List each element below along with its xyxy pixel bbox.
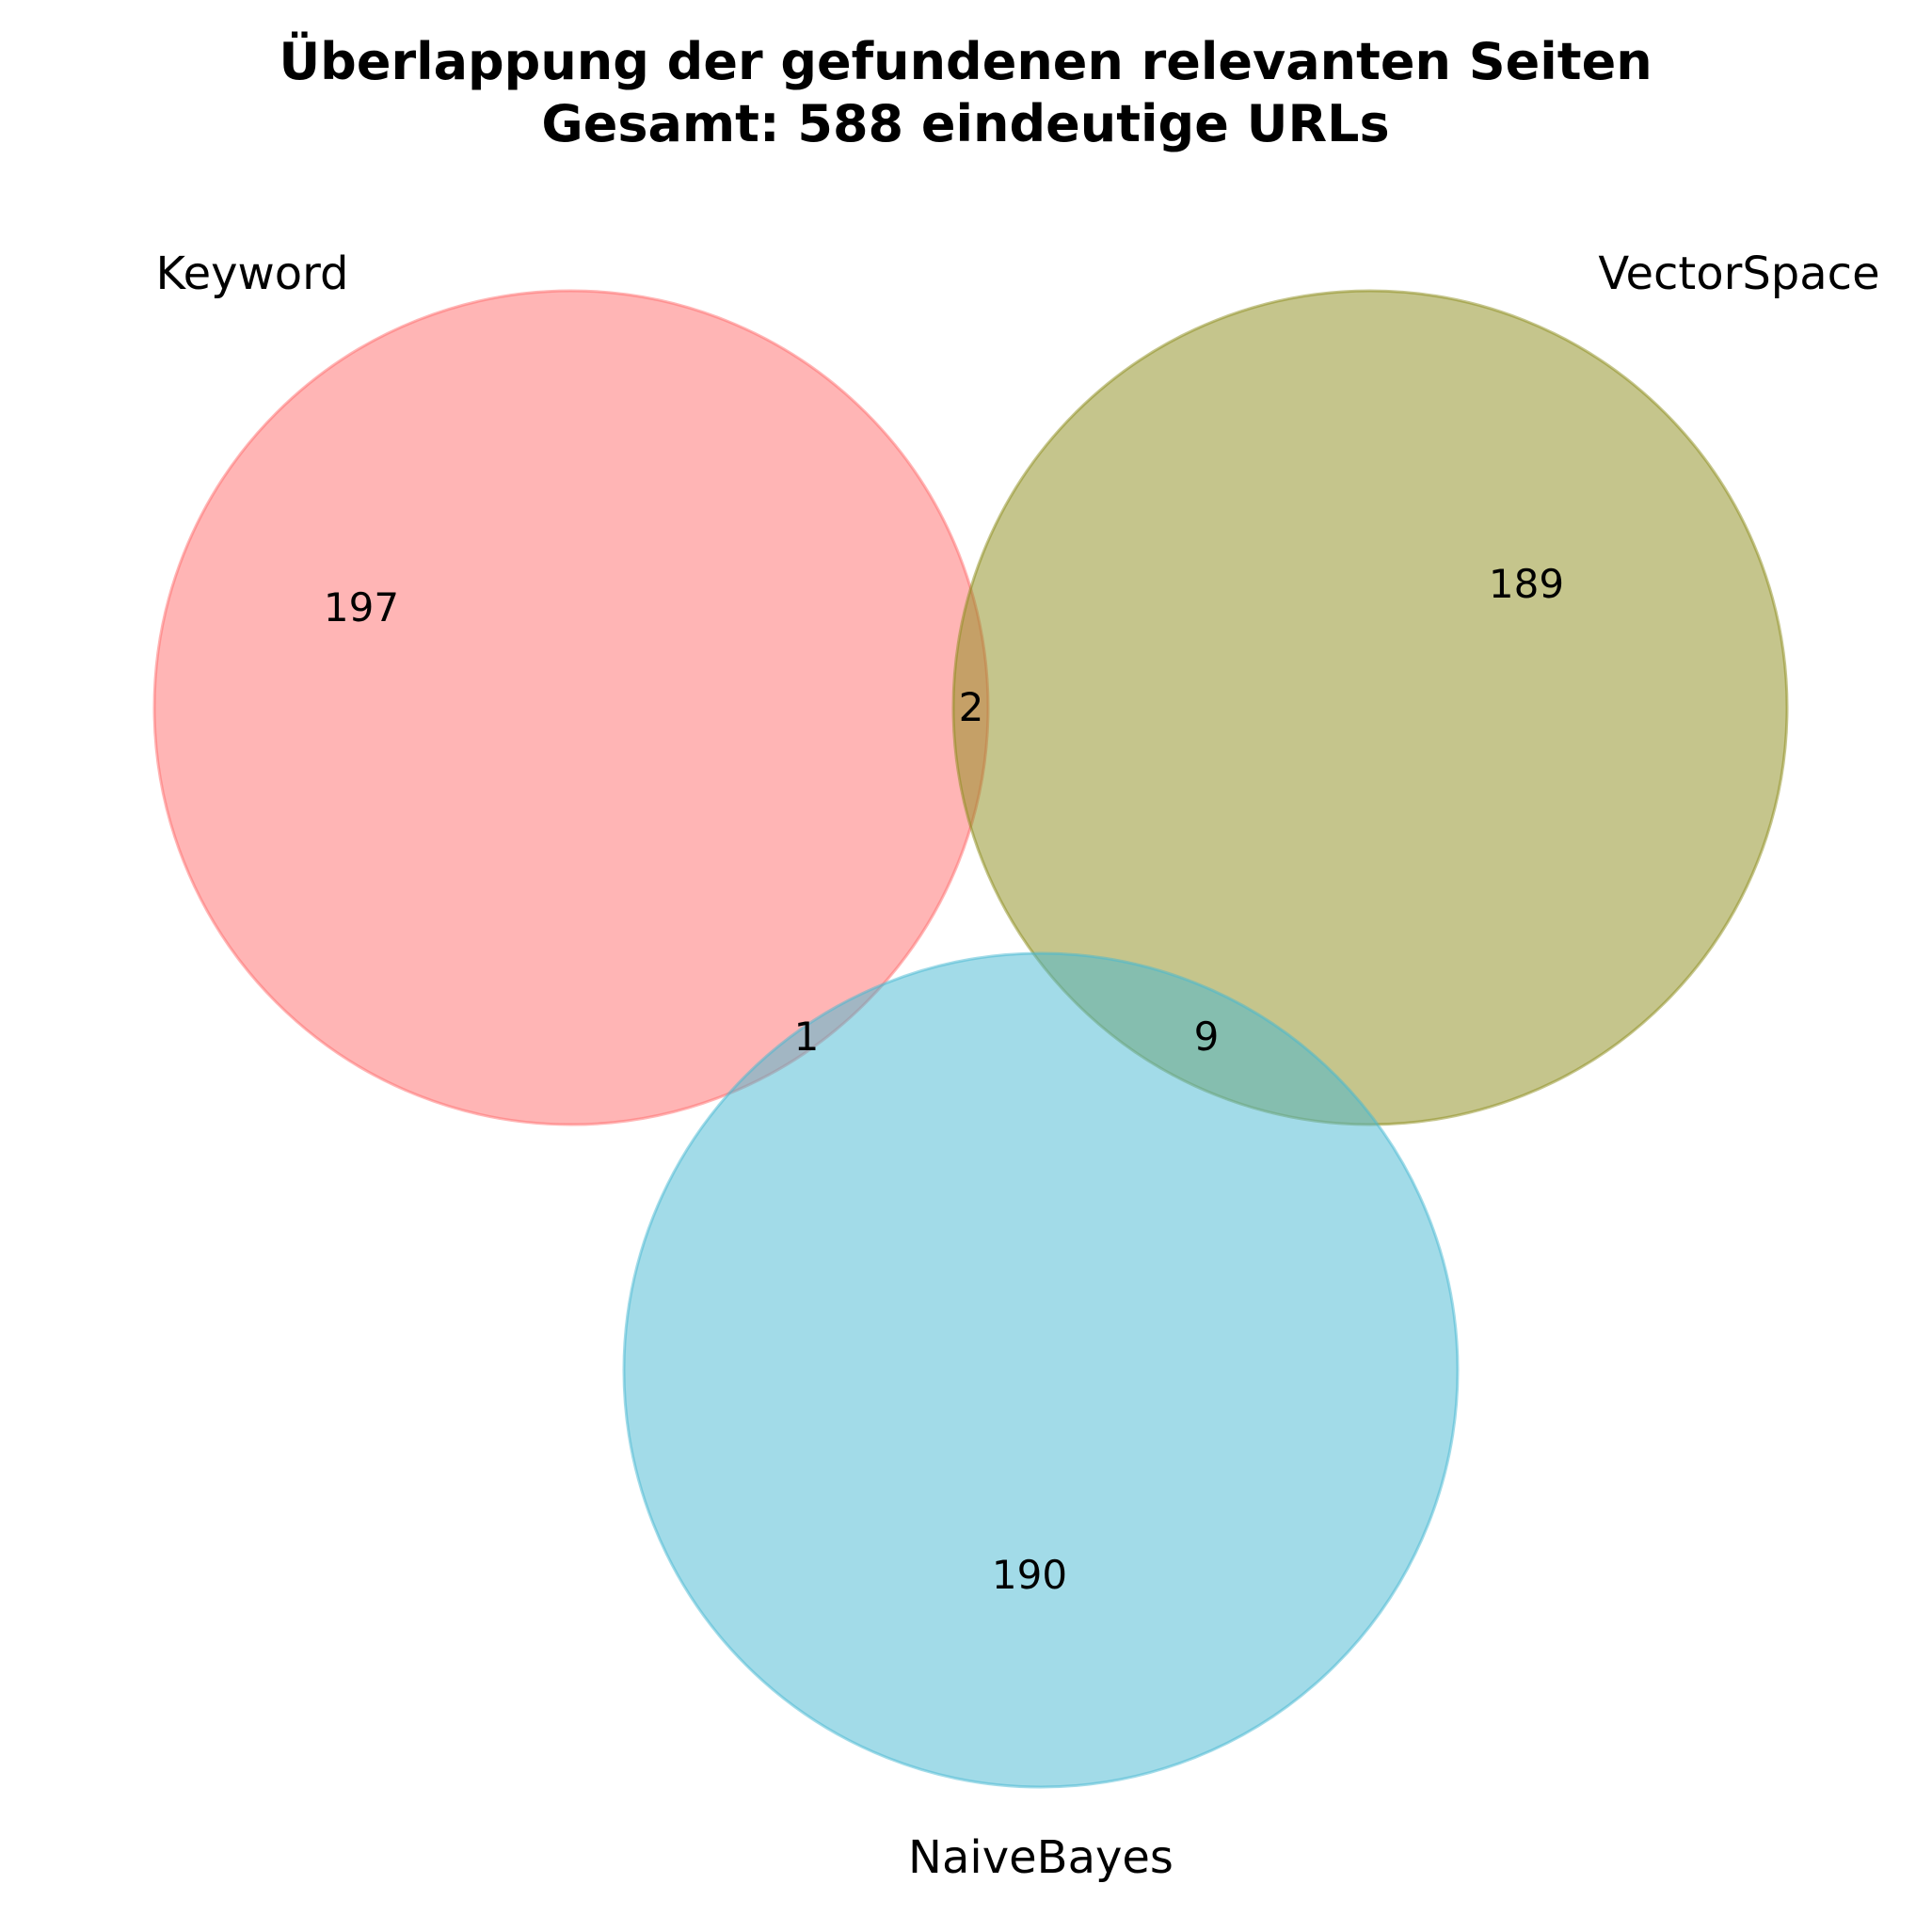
set-label-vectorspace: VectorSpace [1598, 247, 1879, 300]
region-vectorspace-naivebayes: 9 [1194, 1014, 1220, 1060]
set-label-naivebayes: NaiveBayes [908, 1831, 1174, 1884]
region-keyword-only: 197 [324, 584, 399, 631]
region-vectorspace-only: 189 [1489, 561, 1564, 607]
naivebayes-circle [622, 951, 1460, 1789]
region-keyword-vectorspace: 2 [959, 684, 984, 730]
chart-title-line-2: Gesamt: 588 eindeutige URLs [541, 94, 1389, 153]
region-naivebayes-only: 190 [992, 1552, 1067, 1598]
set-label-keyword: Keyword [155, 247, 348, 300]
region-keyword-naivebayes: 1 [794, 1014, 820, 1060]
chart-title-line-1: Überlappung der gefundenen relevanten Se… [279, 32, 1652, 91]
